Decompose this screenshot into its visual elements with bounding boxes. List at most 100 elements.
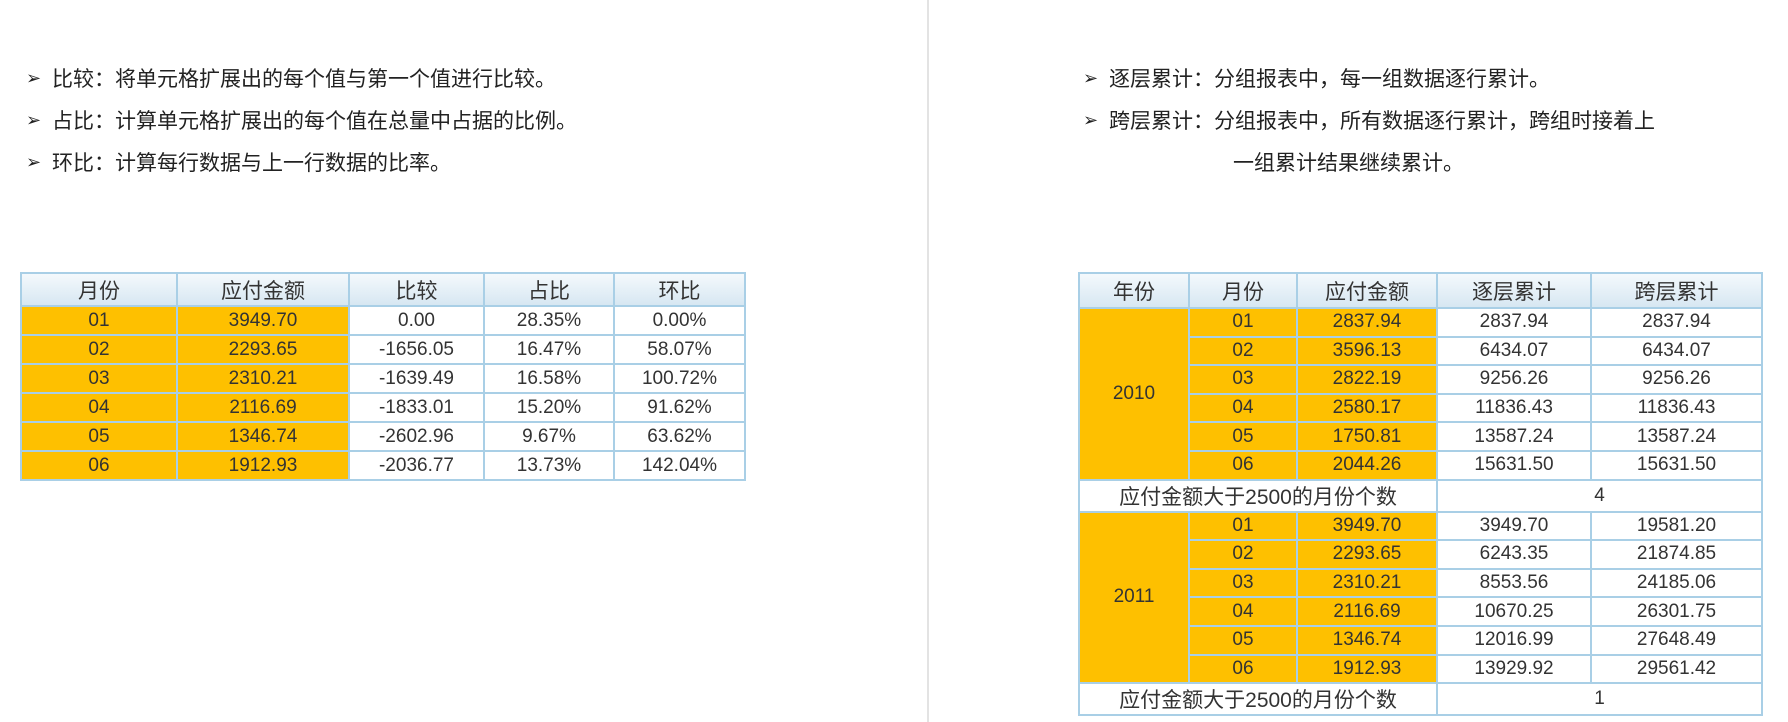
amount-cell: 3949.70 (1296, 510, 1438, 542)
bullet-cross-layer-cumulative: 跨层累计：分组报表中，所有数据逐行累计，跨组时接着上 (1083, 100, 1763, 142)
table-row: 06 1912.93 13929.92 29561.42 (1079, 653, 1763, 685)
amount-cell: 2837.94 (1296, 307, 1438, 338)
layer-cumulative-cell: 13587.24 (1436, 421, 1592, 452)
ratio-cell: 0.00% (613, 305, 746, 336)
cumulative-table: 年份 月份 应付金额 逐层累计 跨层累计 2010 01 2837.94 283… (1078, 272, 1763, 717)
table-row: 02 2293.65 -1656.05 16.47% 58.07% (20, 334, 746, 365)
header-month: 月份 (20, 272, 178, 307)
cross-layer-cumulative-cell: 21874.85 (1590, 539, 1763, 570)
header-proportion: 占比 (483, 272, 615, 307)
month-cell: 04 (20, 392, 178, 423)
layer-cumulative-cell: 8553.56 (1436, 567, 1592, 599)
compare-cell: -1639.49 (348, 363, 485, 394)
month-cell: 05 (1188, 421, 1298, 452)
right-bullet-list: 逐层累计：分组报表中，每一组数据逐行累计。 跨层累计：分组报表中，所有数据逐行累… (1083, 58, 1763, 184)
table-row: 03 2822.19 9256.26 9256.26 (1079, 364, 1763, 395)
summary-label: 应付金额大于2500的月份个数 (1078, 478, 1438, 513)
amount-cell: 3596.13 (1296, 335, 1438, 367)
layer-cumulative-cell: 11836.43 (1436, 392, 1592, 424)
month-cell: 01 (1188, 510, 1298, 542)
month-cell: 03 (1188, 567, 1298, 599)
table-row: 04 2116.69 -1833.01 15.20% 91.62% (20, 392, 746, 423)
bullet-continuation: 一组累计结果继续累计。 (1233, 151, 1464, 175)
comparison-table: 月份 应付金额 比较 占比 环比 01 3949.70 0.00 28.35% … (20, 272, 746, 481)
proportion-cell: 9.67% (483, 421, 615, 452)
layer-cumulative-cell: 3949.70 (1436, 510, 1592, 542)
bullet-layer-cumulative: 逐层累计：分组报表中，每一组数据逐行累计。 (1083, 58, 1763, 100)
layer-cumulative-cell: 9256.26 (1436, 364, 1592, 395)
cross-layer-cumulative-cell: 27648.49 (1590, 624, 1763, 656)
layer-cumulative-cell: 13929.92 (1436, 653, 1592, 685)
amount-cell: 1912.93 (176, 450, 350, 481)
cross-layer-cumulative-cell: 2837.94 (1590, 307, 1763, 338)
summary-value: 4 (1436, 478, 1763, 513)
table-header-row: 年份 月份 应付金额 逐层累计 跨层累计 (1078, 272, 1763, 309)
month-cell: 06 (1188, 653, 1298, 685)
proportion-cell: 15.20% (483, 392, 615, 423)
year-cell: 2010 (1078, 307, 1190, 481)
header-compare: 比较 (348, 272, 485, 307)
proportion-cell: 16.47% (483, 334, 615, 365)
summary-label: 应付金额大于2500的月份个数 (1078, 682, 1438, 717)
header-month: 月份 (1188, 272, 1298, 309)
table-row: 06 1912.93 -2036.77 13.73% 142.04% (20, 450, 746, 481)
amount-cell: 2822.19 (1296, 364, 1438, 395)
layer-cumulative-cell: 6434.07 (1436, 335, 1592, 367)
table-row: 02 3596.13 6434.07 6434.07 (1079, 335, 1763, 367)
summary-row: 应付金额大于2500的月份个数 4 (1078, 478, 1763, 513)
cross-layer-cumulative-cell: 26301.75 (1590, 596, 1763, 627)
month-cell: 06 (1188, 449, 1298, 481)
month-cell: 01 (1188, 307, 1298, 338)
table-row: 04 2580.17 11836.43 11836.43 (1079, 392, 1763, 424)
month-cell: 04 (1188, 392, 1298, 424)
month-cell: 02 (20, 334, 178, 365)
bullet-ratio: 环比：计算每行数据与上一行数据的比率。 (26, 142, 577, 184)
amount-cell: 2116.69 (176, 392, 350, 423)
header-amount: 应付金额 (176, 272, 350, 307)
cross-layer-cumulative-cell: 29561.42 (1590, 653, 1763, 685)
proportion-cell: 16.58% (483, 363, 615, 394)
year-cell: 2011 (1078, 510, 1190, 685)
month-cell: 05 (1188, 624, 1298, 656)
ratio-cell: 142.04% (613, 450, 746, 481)
layer-cumulative-cell: 2837.94 (1436, 307, 1592, 338)
table-row: 03 2310.21 -1639.49 16.58% 100.72% (20, 363, 746, 394)
month-cell: 05 (20, 421, 178, 452)
table-row: 05 1750.81 13587.24 13587.24 (1079, 421, 1763, 452)
table-row: 04 2116.69 10670.25 26301.75 (1079, 596, 1763, 627)
layer-cumulative-cell: 6243.35 (1436, 539, 1592, 570)
table-row: 05 1346.74 -2602.96 9.67% 63.62% (20, 421, 746, 452)
table-row: 06 2044.26 15631.50 15631.50 (1079, 449, 1763, 481)
amount-cell: 2580.17 (1296, 392, 1438, 424)
amount-cell: 1912.93 (1296, 653, 1438, 685)
compare-cell: -1656.05 (348, 334, 485, 365)
month-cell: 01 (20, 305, 178, 336)
layer-cumulative-cell: 15631.50 (1436, 449, 1592, 481)
cross-layer-cumulative-cell: 15631.50 (1590, 449, 1763, 481)
table-header-row: 月份 应付金额 比较 占比 环比 (20, 272, 746, 307)
ratio-cell: 63.62% (613, 421, 746, 452)
table-row: 2011 01 3949.70 3949.70 19581.20 (1078, 510, 1763, 685)
cross-layer-cumulative-cell: 6434.07 (1590, 335, 1763, 367)
header-cross-layer-cumulative: 跨层累计 (1590, 272, 1763, 309)
amount-cell: 2293.65 (1296, 539, 1438, 570)
amount-cell: 1346.74 (176, 421, 350, 452)
ratio-cell: 91.62% (613, 392, 746, 423)
month-cell: 02 (1188, 335, 1298, 367)
header-ratio: 环比 (613, 272, 746, 307)
cross-layer-cumulative-cell: 19581.20 (1590, 510, 1763, 542)
month-cell: 06 (20, 450, 178, 481)
table-row: 03 2310.21 8553.56 24185.06 (1079, 567, 1763, 599)
bullet-proportion: 占比：计算单元格扩展出的每个值在总量中占据的比例。 (26, 100, 577, 142)
cross-layer-cumulative-cell: 24185.06 (1590, 567, 1763, 599)
amount-cell: 2293.65 (176, 334, 350, 365)
amount-cell: 3949.70 (176, 305, 350, 336)
table-row: 01 3949.70 0.00 28.35% 0.00% (20, 305, 746, 336)
month-cell: 03 (20, 363, 178, 394)
header-layer-cumulative: 逐层累计 (1436, 272, 1592, 309)
cross-layer-cumulative-cell: 11836.43 (1590, 392, 1763, 424)
proportion-cell: 28.35% (483, 305, 615, 336)
amount-cell: 1750.81 (1296, 421, 1438, 452)
ratio-cell: 58.07% (613, 334, 746, 365)
compare-cell: -2602.96 (348, 421, 485, 452)
